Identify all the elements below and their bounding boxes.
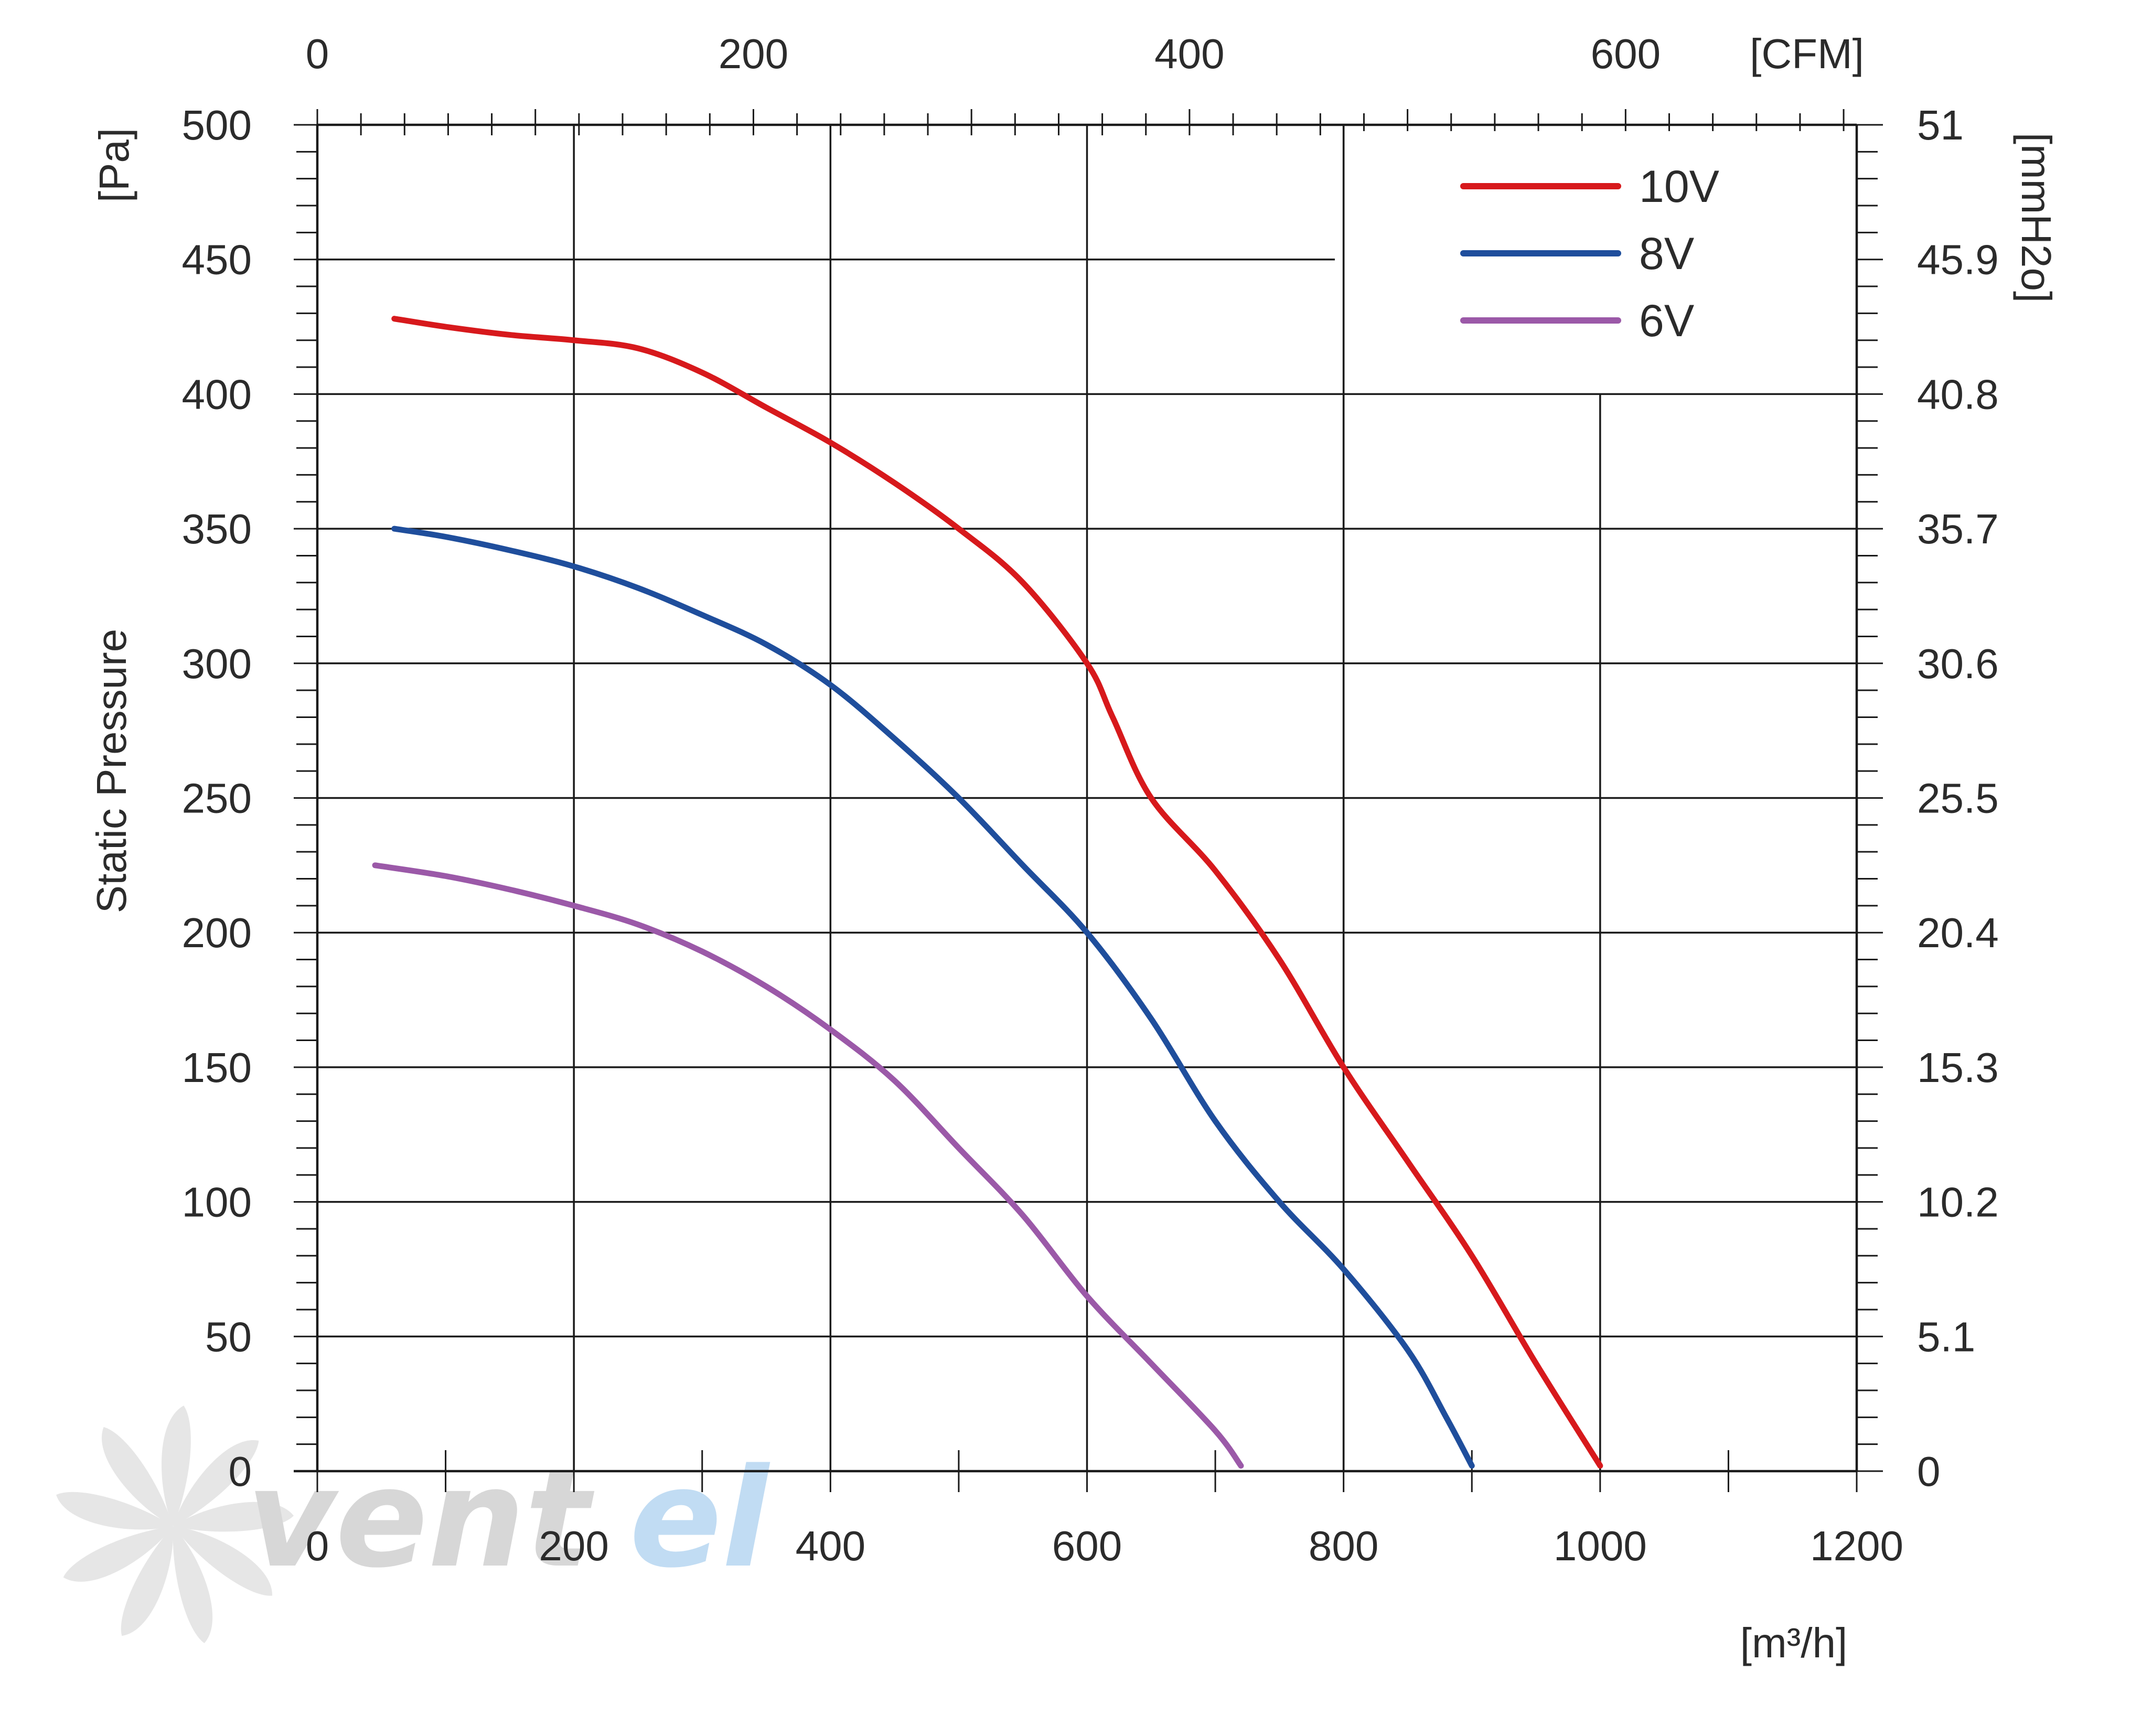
x-tick-label: 1200 [1810,1523,1903,1569]
watermark-text-vent: vent [247,1440,595,1598]
mmh2o-tick-label: 10.2 [1917,1179,1999,1226]
x-axis-tick-labels: 0 200 400 600 800 1000 1200 [306,1523,1903,1569]
y-tick-label: 300 [182,640,252,687]
ventel-watermark-logo: vent el [56,1406,771,1644]
x-tick-label: 800 [1309,1523,1378,1569]
watermark-text-el: el [629,1440,771,1598]
fan-blade [162,1406,191,1526]
series-group [372,316,1603,1469]
y-tick-label: 100 [182,1179,252,1226]
series-line-6v [372,862,1244,1469]
x-tick-label: 200 [539,1523,608,1569]
fan-blade [56,1492,173,1530]
x-axis-unit-label: [m³/h] [1740,1620,1847,1666]
mmh2o-tick-label: 45.9 [1917,237,1999,283]
y-tick-label: 200 [182,909,252,956]
series-line-10v [391,316,1603,1469]
fan-blade [101,1427,173,1526]
y-tick-label: 350 [182,506,252,552]
y-tick-label: 0 [229,1448,252,1495]
x-tick-label: 0 [306,1523,329,1569]
y-tick-label: 250 [182,775,252,822]
mmh2o-axis-unit-label: [mmH2o] [2013,133,2060,303]
cfm-tick-label: 200 [719,30,788,77]
series-line-8v [391,526,1475,1469]
legend-label-6v: 6V [1639,296,1694,346]
x-tick-label: 400 [796,1523,865,1569]
fan-blade [173,1440,259,1526]
mmh2o-tick-label: 51 [1917,102,1964,148]
fan-blade [173,1526,213,1644]
fan-blade-icon [56,1406,294,1644]
y-axis-tick-labels: 0 50 100 150 200 250 300 350 400 450 500 [182,102,252,1495]
x-tick-label: 600 [1052,1523,1122,1569]
legend-label-8v: 8V [1639,229,1694,279]
cfm-axis-unit-label: [CFM] [1750,30,1864,77]
fan-blade [63,1526,173,1582]
y-axis-unit-label: [Pa] [91,128,137,202]
mmh2o-tick-label: 30.6 [1917,640,1999,687]
y-tick-label: 500 [182,102,252,148]
y-axis-title: Static Pressure [88,629,135,913]
mmh2o-tick-label: 25.5 [1917,775,1999,822]
legend-label-10v: 10V [1639,162,1719,212]
y-tick-label: 400 [182,371,252,417]
y-tick-label: 150 [182,1044,252,1091]
mmh2o-tick-label: 0 [1917,1448,1941,1495]
cfm-axis-tick-labels: 0 200 400 600 [306,30,1661,77]
legend: 10V 8V 6V [1460,162,1719,346]
mmh2o-tick-label: 5.1 [1917,1313,1975,1360]
fan-blade [173,1526,273,1596]
mmh2o-tick-label: 15.3 [1917,1044,1999,1091]
mmh2o-tick-label: 35.7 [1917,506,1999,552]
mmh2o-tick-label: 40.8 [1917,371,1999,417]
mmh2o-axis-tick-labels: 0 5.1 10.2 15.3 20.4 25.5 30.6 35.7 40.8 45.9 51 [1917,102,1999,1495]
y-tick-label: 50 [205,1313,252,1360]
y-tick-label: 450 [182,237,252,283]
fan-blade [173,1502,294,1532]
cfm-tick-label: 400 [1154,30,1224,77]
plot-frame [294,123,1858,1473]
cfm-tick-label: 600 [1591,30,1661,77]
x-tick-label: 1000 [1554,1523,1647,1569]
cfm-tick-label: 0 [306,30,329,77]
mmh2o-tick-label: 20.4 [1917,909,1999,956]
fan-blade [121,1526,174,1636]
